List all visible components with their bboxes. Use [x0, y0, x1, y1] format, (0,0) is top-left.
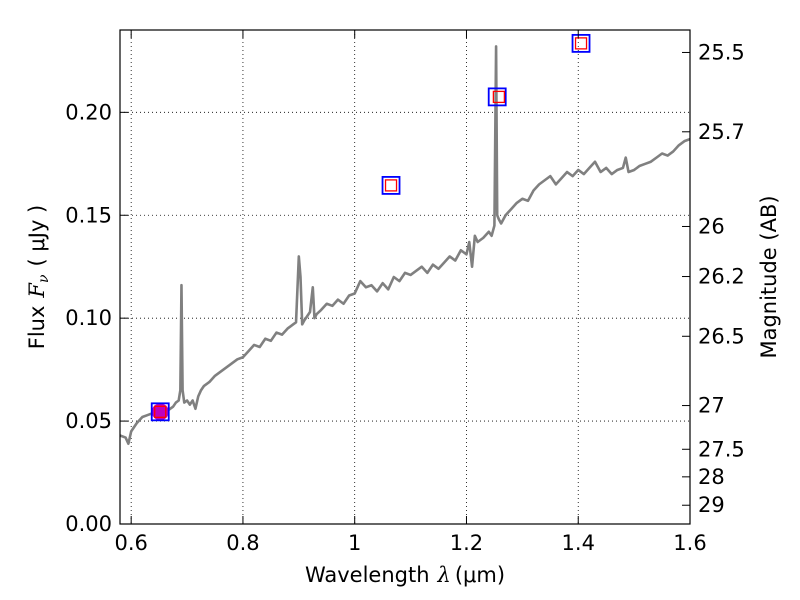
y-tick-label: 0.00 [65, 512, 112, 536]
x-tick-label: 0.6 [114, 531, 147, 555]
y2-axis-label: Magnitude (AB) [757, 195, 781, 358]
y-tick-label: 0.20 [65, 100, 112, 124]
model-photometry-point [384, 179, 398, 192]
plot-frame [119, 29, 691, 525]
y2-tick-label: 28 [698, 465, 725, 489]
y2-tick-label: 25.5 [698, 40, 745, 64]
axis-ticks: 0.6 0.8 1 1.2 1.4 1.6 0.00 0.05 0.10 0.15 0.20 25.5… [65, 30, 745, 555]
y2-tick-label: 27.5 [698, 437, 745, 461]
x-tick-label: 1 [348, 531, 361, 555]
y2-tick-label: 29 [698, 493, 725, 517]
x-tick-label: 1.4 [562, 531, 595, 555]
x-axis-label: Wavelength λ (μm) [305, 563, 505, 587]
y-tick-label: 0.15 [65, 203, 112, 227]
y-tick-label: 0.10 [65, 306, 112, 330]
photometry-point [150, 402, 170, 422]
grid [120, 30, 691, 525]
y2-tick-label: 26 [698, 214, 725, 238]
y-tick-label: 0.05 [65, 409, 112, 433]
x-tick-label: 1.2 [450, 531, 483, 555]
x-tick-label: 0.8 [226, 531, 259, 555]
y2-tick-label: 25.7 [698, 120, 745, 144]
y2-tick-label: 26.5 [698, 324, 745, 348]
model-photometry-point [154, 405, 167, 418]
y-axis-label: FluxFν( μJy ) [25, 205, 52, 349]
photometry-point [571, 33, 591, 53]
x-tick-label: 1.6 [673, 531, 706, 555]
photometry-layer [150, 33, 591, 422]
photometry-point [381, 176, 401, 195]
spectrum-line [120, 45, 690, 446]
photometry-point [487, 87, 507, 107]
spectrum-layer [120, 45, 690, 446]
y2-tick-label: 26.2 [698, 265, 745, 289]
model-photometry-point [574, 37, 588, 50]
model-photometry-point [492, 90, 506, 104]
y2-tick-label: 27 [698, 394, 725, 418]
